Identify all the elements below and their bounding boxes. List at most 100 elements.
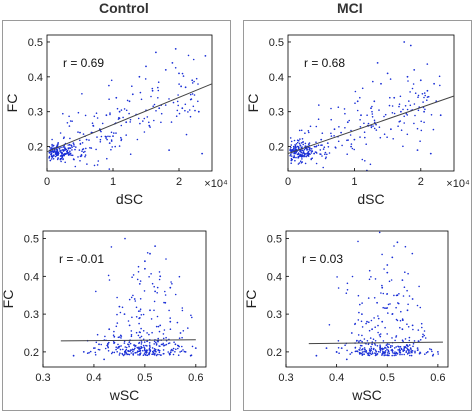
control-wsc-cloud-dot [139, 336, 141, 339]
control-dsc-cloud-dot [52, 151, 55, 154]
control-dsc-cloud-dot [184, 109, 186, 112]
control-wsc-cloud-dot [156, 315, 159, 318]
control-dsc-cloud-dot [187, 54, 190, 57]
mci-wsc-cloud-dot [389, 303, 391, 305]
control-wsc-cloud-dot [162, 333, 165, 335]
mci-wsc-point-22 [396, 294, 399, 297]
mci-dsc-cloud-dot [371, 116, 374, 118]
mci-wsc-cloud-dot [346, 282, 349, 285]
mci-wsc-cloud-dot [420, 322, 423, 325]
mci-wsc-cloud-dot [410, 354, 413, 357]
control-dsc-cloud-dot [82, 151, 85, 154]
control-wsc-ytick-label-3: 0.5 [24, 234, 39, 246]
control-dsc-point-32 [148, 124, 151, 127]
mci-wsc-cloud-dot [367, 343, 370, 346]
control-wsc-cloud-dot [107, 346, 109, 349]
control-wsc-cloud-dot [146, 354, 149, 357]
mci-dsc-cloud-dot [301, 153, 303, 155]
control-dsc-xtick-label-0: 0 [44, 176, 50, 188]
control-dsc-point-20 [184, 86, 187, 89]
control-dsc-point-23 [204, 55, 207, 57]
mci-wsc-cloud-dot [383, 354, 386, 357]
control-dsc-cloud-dot [60, 146, 62, 149]
mci-dsc-cloud-dot [290, 140, 293, 143]
control-wsc-cloud-dot [132, 350, 134, 353]
mci-wsc-cloud-dot [366, 352, 369, 355]
mci-wsc-cloud-dot [364, 348, 366, 351]
control-dsc-cloud-dot [168, 98, 170, 100]
control-dsc-cloud-dot [170, 121, 173, 123]
control-dsc-cloud-dot [81, 142, 84, 144]
control-wsc-cloud-dot [153, 343, 155, 345]
mci-dsc-point-4 [320, 138, 323, 141]
control-wsc-cloud-dot [140, 341, 143, 343]
control-dsc-point-13 [138, 75, 141, 78]
mci-dsc-cloud-dot [300, 162, 303, 164]
control-dsc-cloud-dot [143, 117, 146, 120]
mci-dsc-cloud-dot [399, 95, 402, 98]
mci-dsc-cloud-dot [420, 129, 423, 132]
mci-dsc-cloud-dot [337, 140, 340, 143]
control-dsc-cloud-dot [64, 146, 66, 149]
control-dsc-cloud-dot [69, 137, 71, 140]
control-dsc-cloud-dot [120, 136, 122, 139]
control-wsc-cloud-dot [153, 349, 155, 352]
control-dsc-cloud-dot [99, 141, 102, 143]
mci-wsc-cloud-dot [372, 348, 375, 351]
control-wsc-point-21 [118, 305, 121, 308]
mci-dsc-cloud-dot [402, 145, 404, 148]
control-wsc-cloud-dot [132, 294, 134, 297]
control-dsc-ytick-label-1: 0.3 [28, 107, 43, 119]
control-wsc-cloud-dot [141, 346, 143, 349]
control-dsc-cloud-dot [51, 147, 53, 149]
control-wsc-cloud-dot [174, 293, 177, 296]
control-dsc-point-3 [72, 142, 75, 145]
mci-wsc-cloud-dot [361, 334, 363, 337]
mci-dsc-cloud-dot [293, 149, 296, 151]
mci-dsc-point-22 [439, 114, 442, 117]
control-dsc-cloud-dot [67, 153, 70, 155]
control-wsc-cloud-dot [140, 343, 143, 345]
control-dsc-cloud-dot [57, 157, 59, 159]
mci-dsc-cloud-dot [400, 129, 403, 131]
control-dsc-point-33 [115, 96, 118, 99]
mci-wsc-cloud-dot [393, 245, 395, 247]
mci-dsc-fit-line [287, 95, 455, 155]
control-dsc-cloud-dot [190, 98, 193, 100]
mci-dsc-cloud-dot [307, 130, 310, 132]
control-wsc-cloud-dot [139, 352, 142, 354]
mci-dsc-cloud-dot [373, 119, 376, 122]
control-dsc-cloud-dot [81, 150, 83, 152]
control-wsc-cloud-dot [168, 342, 171, 344]
control-wsc-cloud-dot [134, 300, 137, 302]
control-dsc-correlation-label: r = 0.69 [63, 56, 104, 70]
mci-wsc-cloud-dot [368, 329, 371, 332]
mci-dsc-cloud-dot [412, 83, 415, 85]
control-dsc-cloud-dot [67, 148, 70, 150]
mci-dsc-cloud-dot [297, 156, 300, 159]
control-dsc-cloud-dot [60, 160, 62, 163]
mci-dsc-cloud-dot [369, 163, 372, 166]
control-wsc-cloud-dot [156, 353, 158, 356]
control-dsc-cloud-dot [120, 139, 122, 142]
column-title-control: Control [99, 0, 149, 16]
control-dsc-cloud-dot [96, 136, 98, 138]
control-dsc-cloud-dot [174, 67, 177, 69]
mci-wsc-cloud-dot [405, 350, 408, 352]
control-wsc-cloud-dot [116, 322, 119, 324]
control-dsc-cloud-dot [71, 149, 73, 151]
control-dsc-cloud-dot [101, 122, 104, 125]
mci-dsc-cloud-dot [424, 94, 427, 97]
mci-wsc-point-8 [381, 286, 384, 289]
mci-wsc-cloud-dot [379, 351, 382, 353]
mci-wsc-cloud-dot [370, 353, 373, 356]
control-wsc-cloud-dot [157, 349, 159, 351]
control-dsc-cloud-dot [106, 138, 108, 141]
mci-dsc-cloud-dot [305, 153, 307, 155]
mci-dsc-cloud-dot [319, 153, 321, 155]
mci-dsc-cloud-dot [350, 143, 353, 145]
mci-dsc-cloud-dot [371, 113, 374, 115]
control-wsc-cloud-dot [146, 340, 148, 343]
mci-dsc-cloud-dot [375, 129, 378, 131]
mci-dsc-cloud-dot [302, 141, 304, 144]
